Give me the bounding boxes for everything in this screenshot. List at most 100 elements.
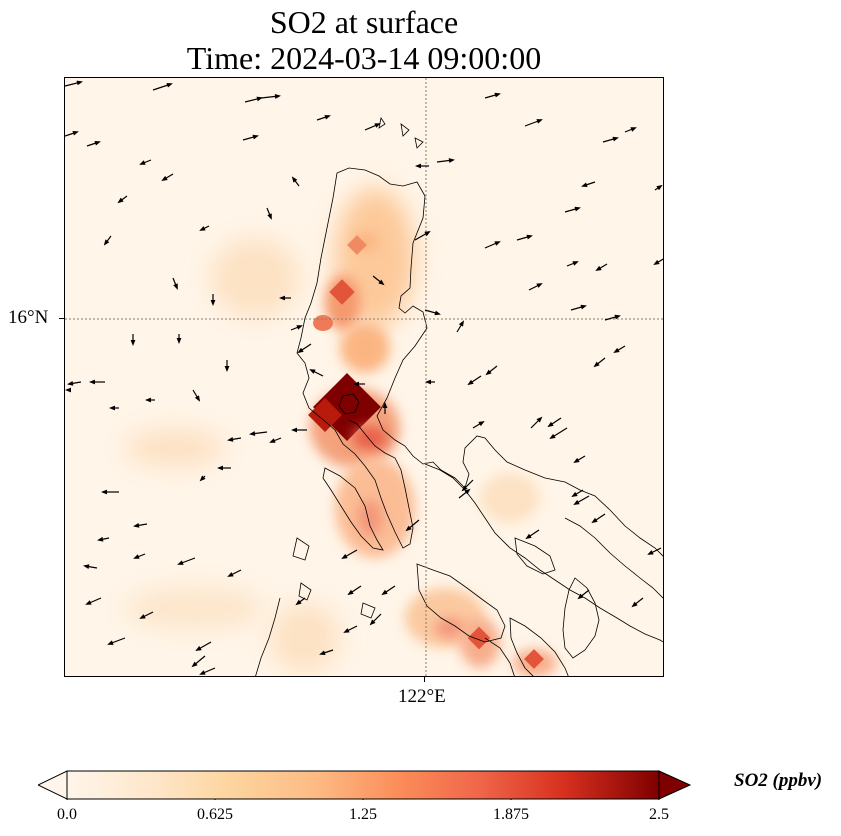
map-panel[interactable] bbox=[64, 77, 664, 677]
wind-vector-head bbox=[83, 564, 90, 570]
wind-vector-head bbox=[525, 533, 532, 540]
map-canvas bbox=[65, 78, 663, 676]
colorbar-tick-label: 1.875 bbox=[493, 806, 529, 823]
so2-cell bbox=[352, 426, 388, 450]
wind-vector-head bbox=[195, 645, 202, 651]
so2-plume-west-3 bbox=[125, 586, 265, 630]
wind-vector-head bbox=[591, 517, 598, 524]
wind-vector-head bbox=[97, 536, 104, 542]
wind-vector-layer bbox=[65, 80, 663, 675]
wind-vector-head bbox=[295, 599, 302, 606]
wind-vector-head bbox=[631, 601, 638, 608]
wind-vector-head bbox=[424, 231, 431, 237]
coastline-negros bbox=[509, 617, 569, 676]
wind-vector-head bbox=[139, 160, 146, 165]
coastline-island bbox=[360, 602, 376, 619]
wind-vector-head bbox=[461, 485, 468, 492]
colorbar bbox=[36, 770, 693, 805]
wind-vector-head bbox=[547, 421, 554, 428]
wind-vector-head bbox=[72, 130, 79, 136]
wind-vector-head bbox=[269, 438, 276, 443]
wind-vector-head bbox=[573, 457, 580, 464]
wind-vector-head bbox=[574, 206, 581, 212]
wind-vector-head bbox=[343, 628, 350, 633]
wind-vector-head bbox=[485, 369, 492, 376]
wind-vector-head bbox=[227, 572, 234, 577]
wind-vector-head bbox=[612, 136, 619, 142]
colorbar-gradient bbox=[66, 770, 660, 800]
wind-vector-head bbox=[382, 402, 388, 408]
colorbar-tick-label: 0.0 bbox=[57, 806, 77, 823]
wind-vector-head bbox=[217, 465, 223, 471]
wind-vector-head bbox=[580, 304, 587, 310]
wind-vector-head bbox=[494, 92, 501, 98]
wind-vector-head bbox=[434, 310, 441, 316]
wind-vector-head bbox=[199, 475, 206, 482]
wind-vector-head bbox=[647, 550, 654, 555]
coastline-island bbox=[400, 123, 410, 137]
wind-vector-head bbox=[381, 589, 388, 596]
wind-vector-head bbox=[448, 158, 455, 163]
coastline-cebu bbox=[484, 637, 515, 676]
wind-vector-head bbox=[133, 522, 140, 528]
wind-vector-head bbox=[76, 80, 83, 86]
wind-vector-head bbox=[274, 94, 281, 99]
map-title: SO2 at surface bbox=[269, 4, 459, 40]
so2-cell bbox=[358, 500, 382, 536]
wind-vector-head bbox=[425, 379, 431, 385]
wind-vector-head bbox=[369, 619, 376, 626]
wind-vector-head bbox=[94, 140, 101, 146]
wind-vector-head bbox=[85, 600, 92, 605]
wind-vector-head bbox=[173, 283, 178, 290]
wind-vector-head bbox=[341, 553, 348, 559]
wind-vector-head bbox=[291, 427, 297, 433]
coastline-mindoro bbox=[322, 467, 384, 551]
so2-plume-west-1 bbox=[125, 428, 225, 468]
colorbar-tick-label: 2.5 bbox=[649, 806, 669, 823]
wind-vector-head bbox=[467, 379, 474, 386]
wind-vector-head bbox=[374, 123, 381, 128]
wind-vector-head bbox=[571, 491, 578, 498]
wind-vector-head bbox=[107, 640, 114, 645]
wind-vector-head bbox=[166, 82, 173, 88]
wind-vector-head bbox=[65, 387, 71, 393]
wind-vector-head bbox=[549, 433, 556, 440]
wind-vector-head bbox=[458, 320, 465, 327]
wind-vector-head bbox=[405, 525, 412, 532]
wind-vector-head bbox=[581, 182, 588, 188]
colorbar-extend-max bbox=[658, 770, 692, 800]
so2-cell bbox=[313, 315, 333, 331]
wind-vector-head bbox=[109, 405, 115, 411]
so2-cell bbox=[467, 626, 491, 650]
wind-vector-head bbox=[249, 431, 256, 436]
wind-vector-head bbox=[177, 560, 184, 565]
colorbar-graphic bbox=[36, 770, 692, 803]
wind-vector-head bbox=[176, 338, 182, 344]
wind-vector-head bbox=[573, 499, 580, 505]
wind-vector-head bbox=[319, 650, 326, 656]
wind-vector-head bbox=[67, 380, 74, 386]
coastline-island bbox=[414, 137, 424, 149]
wind-vector-head bbox=[653, 259, 660, 266]
so2-cell bbox=[340, 323, 390, 373]
lat-label-16n: 16°N bbox=[8, 307, 49, 328]
wind-vector-head bbox=[103, 239, 110, 246]
wind-vector-head bbox=[478, 420, 485, 427]
wind-vector-head bbox=[117, 197, 124, 204]
coastline-panay bbox=[416, 563, 506, 643]
wind-vector-head bbox=[291, 176, 298, 183]
wind-vector-head bbox=[324, 114, 331, 120]
coastline-island bbox=[378, 116, 386, 129]
map-time-subtitle: Time: 2024-03-14 09:00:00 bbox=[186, 40, 542, 76]
so2-cell bbox=[435, 618, 465, 638]
coastline-leyte bbox=[562, 577, 600, 659]
wind-vector-head bbox=[191, 661, 198, 668]
coastline-samar bbox=[564, 517, 663, 599]
coastline-island bbox=[292, 537, 310, 561]
colorbar-tick-label: 1.25 bbox=[349, 806, 377, 823]
wind-vector-head bbox=[613, 347, 620, 354]
wind-vector-head bbox=[526, 234, 533, 240]
lon-label-122e: 122°E bbox=[398, 686, 446, 707]
wind-vector-head bbox=[297, 347, 304, 354]
coastline-taal-lake bbox=[338, 393, 360, 415]
